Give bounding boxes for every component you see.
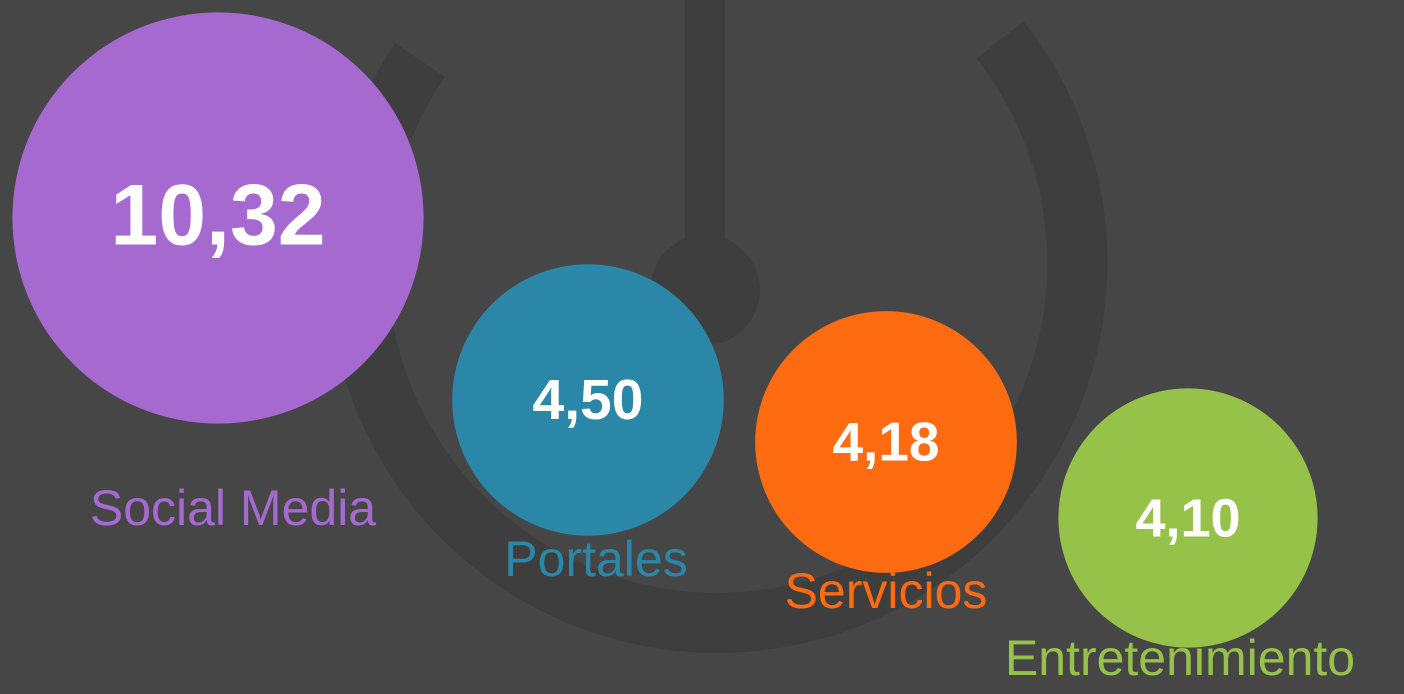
bubble [1058,388,1318,648]
category-label: Social Media [90,480,376,536]
value-label: 4,50 [533,368,644,432]
bubble [12,12,424,424]
bubble [452,264,724,536]
bubble [755,311,1017,573]
value-label: 4,10 [1135,488,1240,548]
category-label: Portales [504,531,687,587]
value-label: 4,18 [832,411,939,473]
category-label: Entretenimiento [1005,630,1355,686]
value-label: 10,32 [110,168,325,264]
category-label: Servicios [785,563,988,619]
